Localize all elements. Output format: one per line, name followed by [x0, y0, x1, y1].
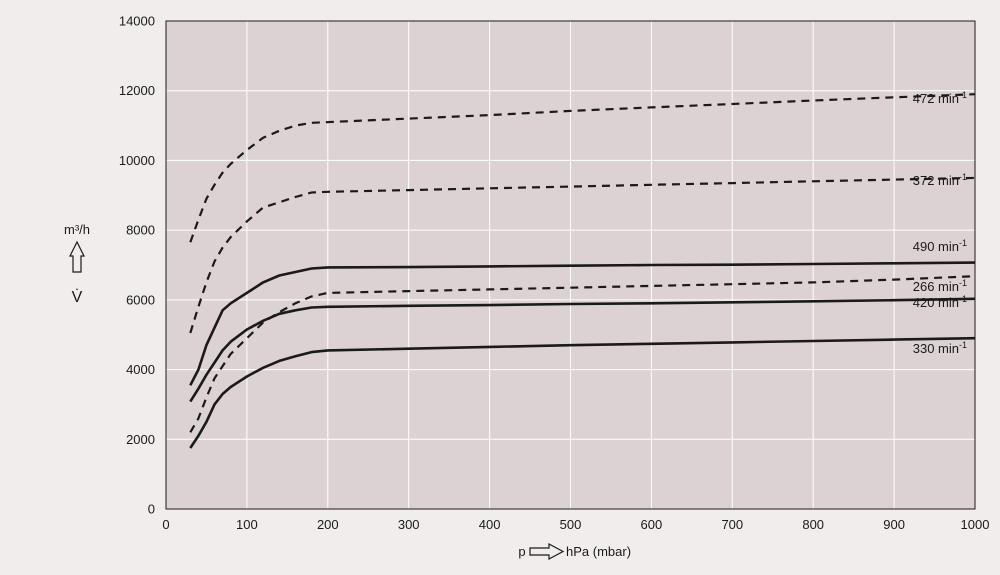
y-tick-label: 14000: [119, 14, 155, 29]
series-label-4: 266 min-1: [913, 278, 967, 294]
x-tick-label: 300: [398, 517, 420, 532]
x-tick-label: 600: [641, 517, 663, 532]
series-label-superscript: -1: [959, 172, 967, 182]
series-label-superscript: -1: [959, 90, 967, 100]
y-tick-label: 4000: [126, 362, 155, 377]
y-tick-label: 0: [148, 502, 155, 517]
x-tick-label: 900: [883, 517, 905, 532]
y-tick-label: 10000: [119, 153, 155, 168]
series-line-3-solid: [189, 261, 976, 386]
series-label-6: 330 min-1: [913, 340, 967, 356]
y-tick-label: 2000: [126, 432, 155, 447]
up-arrow-icon: [69, 240, 85, 273]
series-label-1: 472 min-1: [913, 90, 967, 106]
y-tick-labels: 0 2000 4000 6000 8000 10000 12000 14000: [119, 14, 155, 517]
series-labels: 472 min-1 372 min-1 490 min-1 266 min-1420 …: [913, 90, 967, 356]
x-tick-labels: 0 100 200 300 400 500 600 700 800 900 1000: [162, 517, 989, 532]
y-axis-symbol: V̇: [72, 288, 83, 306]
plot-frame: [165, 20, 976, 510]
x-tick-label: 700: [721, 517, 743, 532]
y-axis-unit: m³/h: [64, 222, 90, 237]
series-label-superscript: -1: [959, 340, 967, 350]
series-label-5: 420 min-1: [913, 294, 967, 310]
x-axis-unit: hPa (mbar): [566, 544, 631, 559]
x-tick-label: 200: [317, 517, 339, 532]
series-label-2: 372 min-1: [913, 172, 967, 188]
series-line-1-dashed: [189, 93, 976, 243]
grid: [166, 21, 975, 509]
right-arrow-icon: [529, 542, 565, 561]
series-label-superscript: -1: [959, 278, 967, 288]
x-tick-label: 100: [236, 517, 258, 532]
series-lines: [189, 93, 976, 449]
y-tick-label: 12000: [119, 83, 155, 98]
y-tick-label: 6000: [126, 292, 155, 307]
series-line-6-solid: [189, 336, 976, 449]
series-line-5-solid: [189, 297, 976, 403]
x-tick-label: 400: [479, 517, 501, 532]
series-line-2-dashed: [189, 176, 976, 334]
x-tick-label: 1000: [961, 517, 990, 532]
series-label-superscript: -1: [959, 294, 967, 304]
series-label-superscript: -1: [959, 238, 967, 248]
x-tick-label: 500: [560, 517, 582, 532]
y-tick-label: 8000: [126, 223, 155, 238]
series-line-4-dashed: [189, 275, 976, 433]
x-tick-label: 0: [162, 517, 169, 532]
x-axis-symbol: p: [518, 544, 525, 559]
x-tick-label: 800: [802, 517, 824, 532]
series-label-3: 490 min-1: [913, 238, 967, 254]
